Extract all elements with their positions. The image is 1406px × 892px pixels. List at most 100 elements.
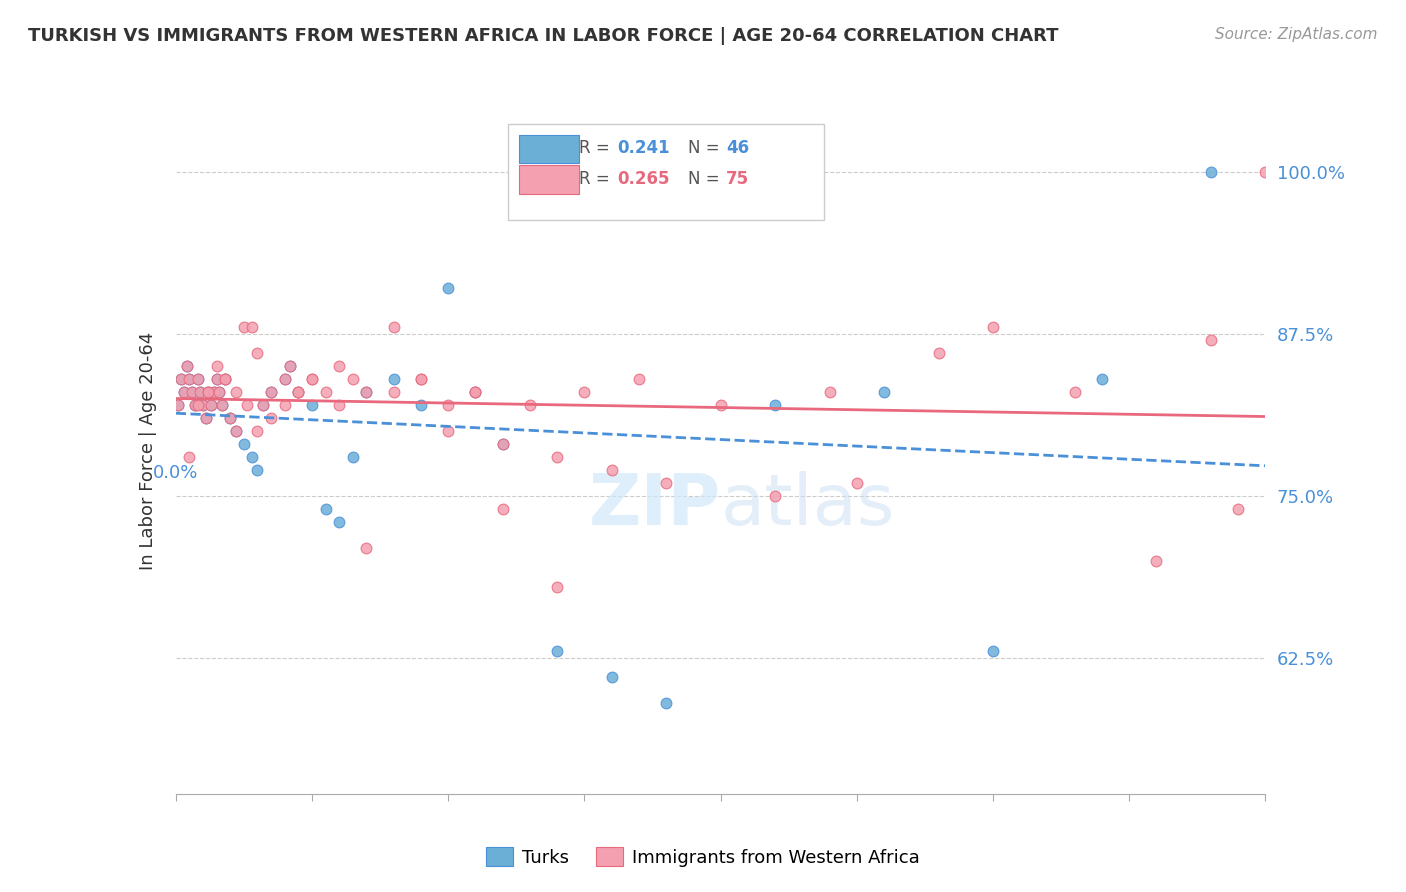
Point bbox=[409, 372, 432, 386]
Point bbox=[301, 372, 323, 386]
Point bbox=[202, 385, 225, 400]
Point bbox=[173, 385, 195, 400]
Text: 75: 75 bbox=[725, 170, 749, 188]
Point bbox=[252, 398, 274, 412]
Point bbox=[274, 372, 297, 386]
Text: N =: N = bbox=[688, 139, 724, 157]
Point bbox=[246, 346, 269, 360]
Point bbox=[205, 359, 228, 374]
Point bbox=[197, 385, 219, 400]
FancyBboxPatch shape bbox=[519, 165, 579, 194]
Point bbox=[260, 385, 283, 400]
Point bbox=[200, 398, 222, 412]
Point bbox=[464, 385, 486, 400]
Point bbox=[1063, 385, 1085, 400]
Point bbox=[194, 411, 217, 425]
Point bbox=[260, 411, 283, 425]
Point bbox=[409, 398, 432, 412]
Point bbox=[710, 398, 733, 412]
Point bbox=[627, 372, 650, 386]
Point bbox=[818, 385, 841, 400]
FancyBboxPatch shape bbox=[519, 135, 579, 163]
Text: 0.241: 0.241 bbox=[617, 139, 669, 157]
Text: R =: R = bbox=[579, 139, 614, 157]
Point bbox=[278, 359, 301, 374]
Point bbox=[232, 320, 254, 334]
Point bbox=[186, 372, 209, 386]
Point bbox=[211, 398, 233, 412]
Point bbox=[315, 385, 337, 400]
Point bbox=[301, 372, 323, 386]
Point bbox=[763, 489, 786, 503]
Point bbox=[240, 450, 263, 464]
Point bbox=[356, 385, 378, 400]
Point bbox=[600, 463, 623, 477]
Point bbox=[437, 398, 460, 412]
Point bbox=[301, 398, 323, 412]
Text: ZIP: ZIP bbox=[588, 471, 721, 540]
Point bbox=[1199, 334, 1222, 348]
Text: 0.0%: 0.0% bbox=[153, 464, 198, 483]
Point bbox=[205, 372, 228, 386]
Point bbox=[342, 372, 364, 386]
Text: TURKISH VS IMMIGRANTS FROM WESTERN AFRICA IN LABOR FORCE | AGE 20-64 CORRELATION: TURKISH VS IMMIGRANTS FROM WESTERN AFRIC… bbox=[28, 27, 1059, 45]
Point bbox=[184, 398, 207, 412]
Point bbox=[546, 450, 568, 464]
Point bbox=[219, 411, 242, 425]
Point bbox=[1091, 372, 1114, 386]
Point bbox=[179, 450, 201, 464]
Point bbox=[328, 398, 350, 412]
Point bbox=[225, 424, 247, 438]
Point bbox=[219, 411, 242, 425]
Point bbox=[546, 580, 568, 594]
Point bbox=[214, 372, 236, 386]
Point bbox=[274, 372, 297, 386]
Point bbox=[173, 385, 195, 400]
Point bbox=[179, 372, 201, 386]
Point bbox=[928, 346, 950, 360]
Point bbox=[981, 644, 1004, 658]
Point bbox=[655, 696, 678, 710]
Point bbox=[328, 359, 350, 374]
Point bbox=[181, 385, 204, 400]
Point bbox=[246, 424, 269, 438]
Point bbox=[492, 437, 515, 451]
Legend: Turks, Immigrants from Western Africa: Turks, Immigrants from Western Africa bbox=[479, 840, 927, 874]
Point bbox=[287, 385, 309, 400]
Point bbox=[873, 385, 896, 400]
Point bbox=[287, 385, 309, 400]
Point bbox=[382, 372, 405, 386]
Point bbox=[437, 424, 460, 438]
Point bbox=[356, 385, 378, 400]
Point bbox=[211, 398, 233, 412]
Point bbox=[197, 385, 219, 400]
Point bbox=[546, 644, 568, 658]
Point bbox=[356, 541, 378, 555]
Point bbox=[186, 372, 209, 386]
Text: R =: R = bbox=[579, 170, 614, 188]
Point bbox=[315, 501, 337, 516]
Point bbox=[200, 398, 222, 412]
Text: atlas: atlas bbox=[721, 471, 896, 540]
Point bbox=[188, 385, 211, 400]
Text: 0.265: 0.265 bbox=[617, 170, 669, 188]
Point bbox=[176, 359, 198, 374]
Point bbox=[214, 372, 236, 386]
Point bbox=[208, 385, 231, 400]
Point bbox=[492, 501, 515, 516]
Point bbox=[409, 372, 432, 386]
Point bbox=[655, 475, 678, 490]
Point bbox=[170, 372, 193, 386]
Point bbox=[246, 463, 269, 477]
Point bbox=[179, 372, 201, 386]
Point bbox=[464, 385, 486, 400]
Point bbox=[240, 320, 263, 334]
Text: Source: ZipAtlas.com: Source: ZipAtlas.com bbox=[1215, 27, 1378, 42]
Point bbox=[492, 437, 515, 451]
Point bbox=[278, 359, 301, 374]
Point bbox=[574, 385, 596, 400]
Point bbox=[225, 385, 247, 400]
Point bbox=[1144, 553, 1167, 567]
Point bbox=[464, 385, 486, 400]
Point bbox=[235, 398, 257, 412]
